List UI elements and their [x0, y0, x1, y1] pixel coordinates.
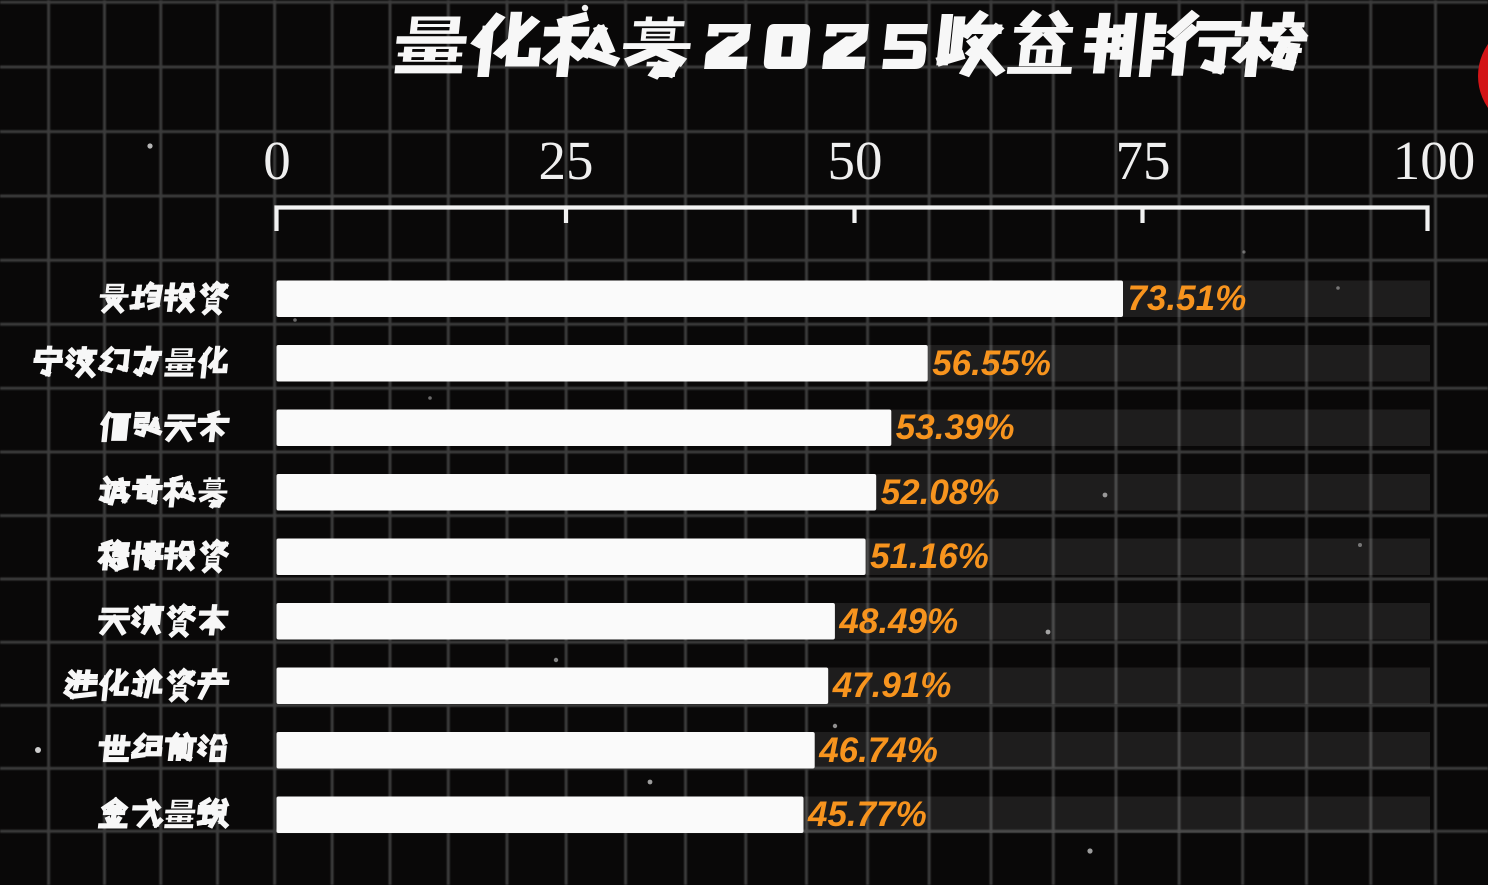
svg-text:50: 50	[828, 130, 883, 191]
svg-text:48.49%: 48.49%	[838, 602, 958, 641]
svg-text:46.74%: 46.74%	[818, 731, 938, 770]
svg-text:51.16%: 51.16%	[870, 537, 989, 576]
svg-text:45.77%: 45.77%	[807, 795, 927, 834]
svg-text:52.08%: 52.08%	[881, 473, 1000, 512]
svg-text:100: 100	[1393, 130, 1476, 191]
svg-text:47.91%: 47.91%	[832, 666, 952, 705]
svg-text:75: 75	[1116, 130, 1171, 191]
svg-text:25: 25	[539, 130, 594, 191]
svg-text:56.55%: 56.55%	[932, 344, 1051, 383]
svg-text:73.51%: 73.51%	[1128, 279, 1247, 318]
svg-text:53.39%: 53.39%	[896, 408, 1015, 447]
svg-text:0: 0	[263, 130, 291, 191]
